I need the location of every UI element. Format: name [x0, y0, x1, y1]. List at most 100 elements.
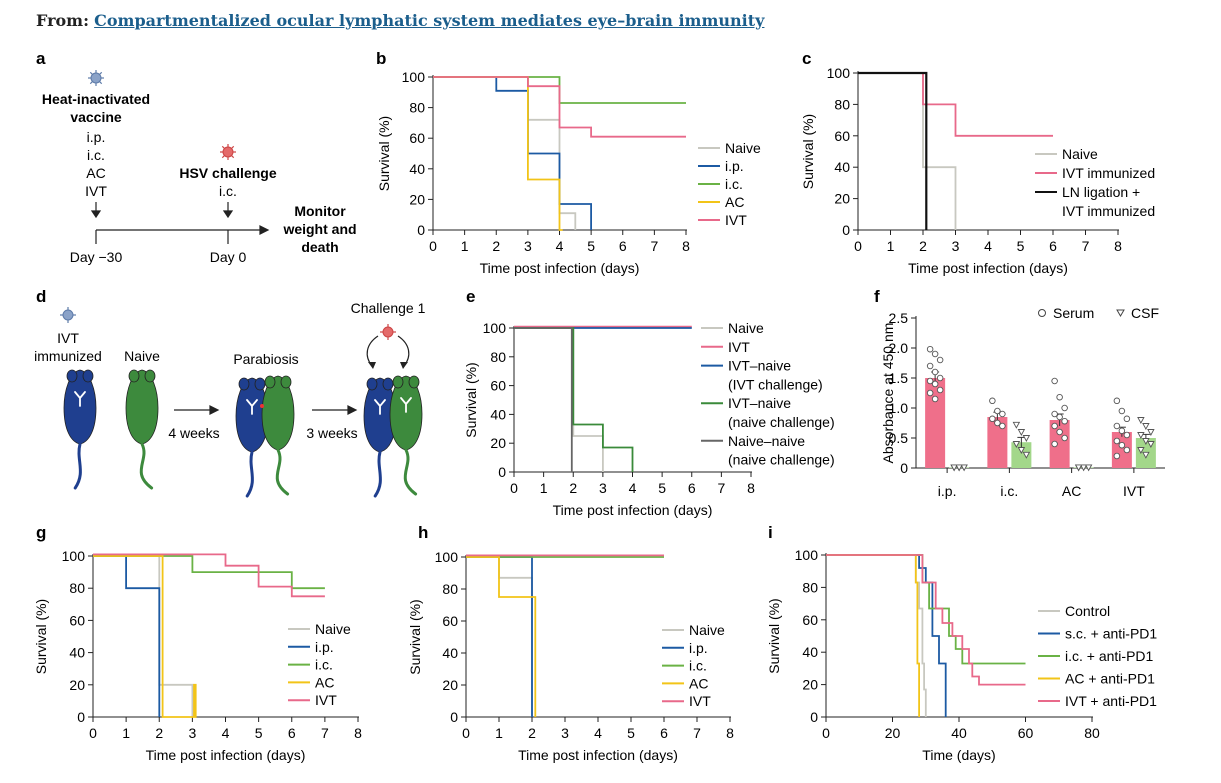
data-point-serum: [999, 422, 1006, 430]
series-line-h-3: [466, 556, 537, 717]
x-tick-label: 3: [188, 725, 196, 741]
data-point-serum: [926, 389, 934, 397]
data-point-serum: [936, 386, 944, 394]
mouse-ivt-immunized-ear-left: [66, 369, 78, 383]
monitor-line-1: Monitor: [294, 203, 346, 219]
mouse-challenge-right-ear-right: [408, 375, 420, 389]
x-tick-label: 4: [984, 238, 992, 254]
x-tick-label: 1: [495, 725, 503, 741]
header-prefix: From:: [36, 11, 90, 30]
mouse-illustrations: [63, 369, 423, 498]
data-point-serum: [1061, 404, 1068, 412]
x-tick-label: 60: [1018, 725, 1034, 741]
x-category-label: IVT: [1123, 483, 1145, 499]
mouse-challenge-left-tail: [373, 450, 382, 498]
x-axis-label: Time post infection (days): [908, 260, 1068, 276]
mouse-naive: [125, 369, 159, 490]
y-axis-label: Survival (%): [376, 116, 392, 191]
y-tick-label: 80: [69, 580, 85, 596]
virus-icon-blue: [88, 70, 104, 86]
bar-serum-1: [987, 417, 1008, 468]
x-tick-label: 6: [660, 725, 668, 741]
x-axis-label: Time (days): [922, 747, 995, 763]
x-category-label: i.p.: [938, 483, 957, 499]
bar-csf-1: [1011, 442, 1032, 468]
legend-label-h-2: i.c.: [689, 658, 707, 674]
y-tick-label: 60: [442, 613, 458, 629]
weeks-3-label: 3 weeks: [306, 425, 357, 441]
x-axis-label: Time post infection (days): [146, 747, 306, 763]
y-tick-label: 20: [442, 677, 458, 693]
mouse-challenge-right-tail: [403, 448, 418, 496]
x-tick-label: 0: [822, 725, 830, 741]
legend-label-e-1: IVT: [728, 339, 750, 355]
series-line-g-1: [93, 555, 161, 717]
mouse-challenge-left-ear-right: [382, 377, 394, 391]
y-tick-label: 0: [842, 222, 850, 238]
legend-label-c-1: IVT immunized: [1062, 165, 1155, 181]
x-tick-label: 7: [1082, 238, 1090, 254]
x-tick-label: 5: [658, 480, 666, 496]
series-line-b-1: [433, 76, 592, 230]
x-tick-label: 5: [255, 725, 263, 741]
y-tick-label: 60: [490, 378, 506, 394]
x-tick-label: 4: [556, 238, 564, 254]
y-tick-label: 40: [802, 644, 818, 660]
virus-icon-blue-d: [60, 307, 76, 323]
data-point-csf: [1137, 447, 1145, 454]
weeks-4-label: 4 weeks: [168, 425, 219, 441]
bar-serum-0: [925, 378, 946, 468]
article-title-link[interactable]: Compartmentalized ocular lymphatic syste…: [94, 11, 765, 30]
legend-label-c-2: LN ligation +: [1062, 184, 1140, 200]
x-tick-label: 5: [1017, 238, 1025, 254]
y-tick-label: 1.0: [889, 400, 909, 416]
y-tick-label: 40: [409, 161, 425, 177]
mouse-parabiosis-left: [235, 377, 269, 498]
legend-label-e-2: IVT–naive: [728, 358, 791, 374]
legend-marker-csf: [1116, 309, 1125, 317]
data-point-csf: [1084, 464, 1093, 472]
x-tick-label: 8: [726, 725, 734, 741]
data-point-serum: [1113, 422, 1121, 430]
y-tick-label: 2.5: [889, 310, 909, 326]
data-point-serum: [989, 397, 996, 405]
mouse-ivt-immunized: [63, 369, 97, 490]
data-point-csf: [1074, 464, 1083, 472]
x-tick-label: 0: [510, 480, 518, 496]
x-tick-label: 0: [89, 725, 97, 741]
y-tick-label: 100: [62, 548, 86, 564]
y-tick-label: 80: [409, 100, 425, 116]
panel-d: d IVT immunized Naive Parabiosis Challen…: [34, 287, 426, 498]
legend-label-b-4: IVT: [725, 212, 747, 228]
mouse-parabiosis-right: [261, 375, 295, 496]
data-point-csf: [1142, 451, 1150, 459]
series-line-g-0: [93, 555, 194, 717]
y-tick-label: 60: [69, 612, 85, 628]
route-ivt: IVT: [85, 183, 107, 199]
data-point-serum: [1113, 437, 1121, 445]
antibody-icon-4: [400, 397, 412, 413]
legend-label-i-3: AC + anti-PD1: [1065, 671, 1155, 687]
legend-label-b-3: AC: [725, 194, 744, 210]
series-line-b-4: [433, 76, 686, 138]
data-point-csf: [1142, 423, 1150, 430]
x-tick-label: 1: [887, 238, 895, 254]
data-point-csf: [1137, 432, 1145, 439]
data-point-serum: [1051, 410, 1058, 418]
x-tick-label: 4: [629, 480, 637, 496]
x-tick-label: 3: [524, 238, 532, 254]
vaccine-title-2: vaccine: [70, 109, 122, 125]
data-point-serum: [994, 419, 1001, 427]
mouse-parabiosis-left-ear-left: [238, 377, 250, 391]
panel-letter-e: e: [466, 287, 475, 306]
y-tick-label: 80: [802, 579, 818, 595]
series-line-e-3: [514, 327, 634, 472]
y-tick-label: 0: [498, 464, 506, 480]
mouse-naive-tail: [139, 442, 154, 490]
y-axis-label: Survival (%): [407, 599, 423, 674]
data-point-csf: [955, 464, 963, 472]
data-point-serum: [1051, 377, 1058, 385]
legend-label-h-1: i.p.: [689, 640, 708, 656]
challenge-route: i.c.: [219, 183, 237, 199]
y-tick-label: 0: [417, 222, 425, 238]
